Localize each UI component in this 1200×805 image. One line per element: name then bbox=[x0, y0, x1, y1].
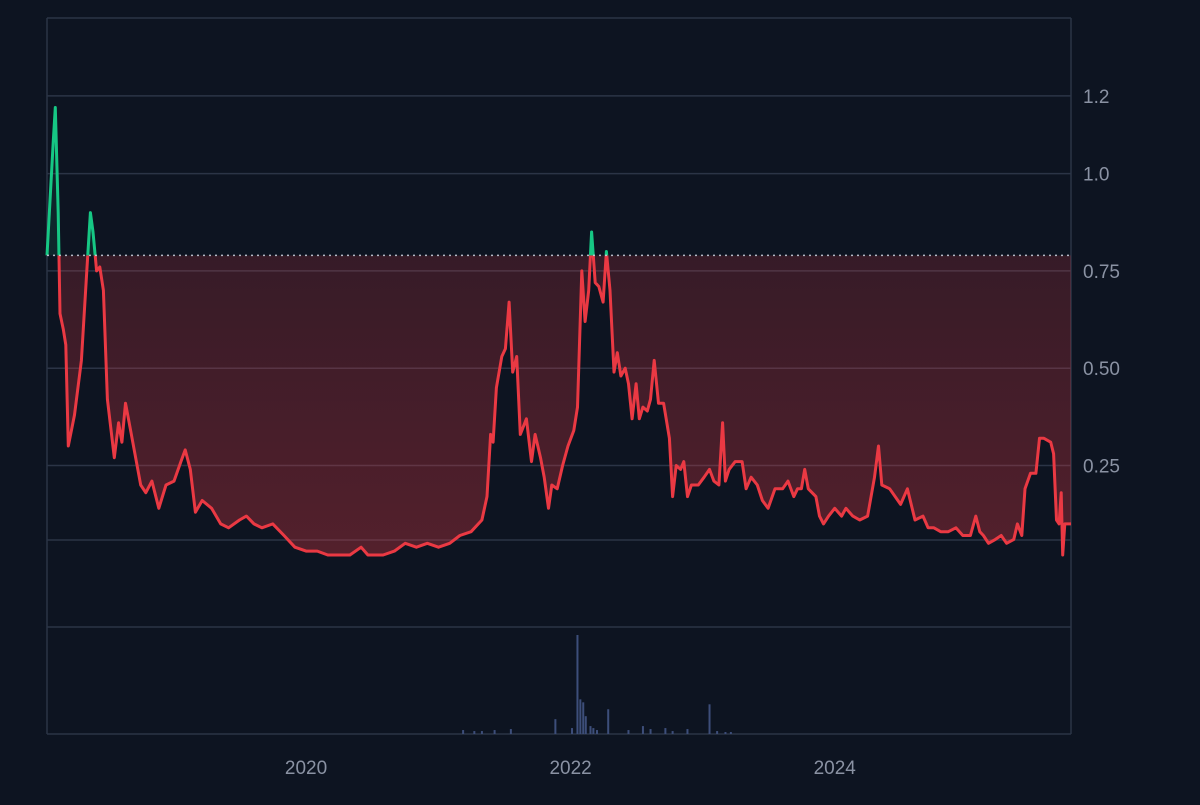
volume-bar bbox=[708, 704, 711, 734]
volume-bar bbox=[607, 709, 610, 734]
volume-bar bbox=[724, 732, 727, 734]
volume-bar bbox=[595, 730, 598, 734]
volume-bar bbox=[589, 726, 592, 734]
volume-bar bbox=[716, 731, 719, 734]
x-axis: 2020 2022 2024 bbox=[285, 758, 856, 779]
volume-bars bbox=[462, 635, 732, 734]
volume-bar bbox=[493, 730, 496, 734]
volume-bar bbox=[462, 730, 465, 734]
price-area bbox=[47, 107, 1071, 555]
volume-bar bbox=[554, 719, 557, 734]
volume-bar bbox=[627, 730, 630, 734]
volume-bar bbox=[480, 731, 483, 734]
x-tick-label: 2020 bbox=[285, 758, 327, 779]
price-line bbox=[45, 106, 1071, 557]
volume-bar bbox=[509, 729, 512, 734]
x-tick-label: 2022 bbox=[549, 758, 591, 779]
volume-bar bbox=[571, 728, 574, 734]
volume-bar bbox=[592, 728, 595, 734]
volume-bar bbox=[584, 716, 587, 734]
y-tick-label: 0.50 bbox=[1083, 359, 1120, 380]
volume-bar bbox=[579, 699, 582, 734]
y-tick-label: 0.75 bbox=[1083, 262, 1120, 283]
x-tick-label: 2024 bbox=[814, 758, 857, 779]
volume-bar bbox=[664, 728, 667, 734]
volume-bar bbox=[473, 731, 476, 734]
volume-bar bbox=[686, 729, 689, 734]
price-line-below-baseline bbox=[46, 255, 1071, 557]
volume-bar bbox=[576, 635, 579, 734]
volume-bar bbox=[649, 729, 652, 734]
volume-bar bbox=[641, 726, 644, 734]
volume-bar bbox=[582, 702, 585, 734]
volume-bar bbox=[729, 732, 732, 734]
y-tick-label: 1.0 bbox=[1083, 165, 1109, 186]
y-tick-label: 1.2 bbox=[1083, 87, 1109, 108]
price-area-below bbox=[47, 255, 1071, 555]
y-tick-label: 0.25 bbox=[1083, 457, 1120, 478]
volume-bar bbox=[671, 731, 674, 734]
y-axis: 1.2 1.0 0.75 0.50 0.25 bbox=[1083, 87, 1120, 478]
